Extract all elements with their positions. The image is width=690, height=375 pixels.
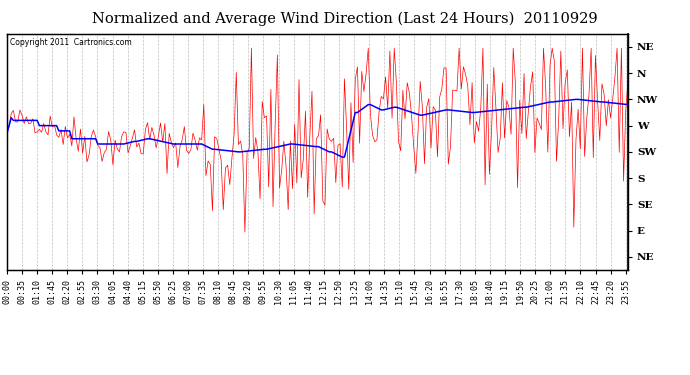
Text: Copyright 2011  Cartronics.com: Copyright 2011 Cartronics.com bbox=[10, 39, 132, 48]
Text: Normalized and Average Wind Direction (Last 24 Hours)  20110929: Normalized and Average Wind Direction (L… bbox=[92, 11, 598, 26]
